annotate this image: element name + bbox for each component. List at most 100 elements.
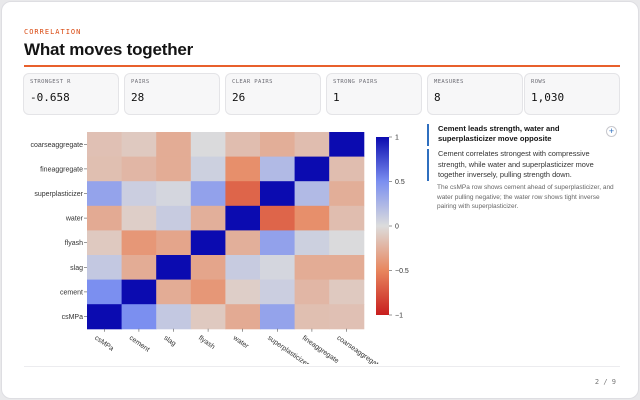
heatmap-cell [329,304,365,330]
heatmap-cell [294,181,330,207]
heatmap-cell [87,230,123,256]
x-tick-label: water [231,334,250,351]
heatmap-cell [225,230,261,256]
heatmap-cell [190,304,226,330]
heatmap-cell [156,230,192,256]
heatmap-cell [225,205,261,231]
heatmap-cell [121,230,157,256]
x-tick-label: cement [128,335,151,354]
heatmap-cell [329,279,365,305]
stat-value: 26 [232,91,246,104]
stat-label: CLEAR PAIRS [232,79,273,85]
heatmap-cell [87,304,123,330]
title-divider [24,65,620,67]
heatmap-cell [121,205,157,231]
y-tick-label: coarseaggregate [30,142,83,149]
stat-card-pairs: PAIRS 28 [124,73,220,115]
heatmap-cell [260,230,296,256]
y-tick-label: fineaggregate [40,166,83,173]
heatmap-cell [87,181,123,207]
heatmap-cell [225,156,261,182]
heatmap-cell [329,156,365,182]
footer-divider [24,366,620,367]
y-tick-label: superplasticizer [34,191,83,198]
heatmap-cell [260,255,296,281]
heatmap-cell [225,181,261,207]
heatmap-cell [294,255,330,281]
stat-card-strong-pairs: STRONG PAIRS 1 [326,73,422,115]
stat-card-measures: MEASURES 8 [427,73,523,115]
heatmap-cell [329,255,365,281]
stat-card-clear-pairs: CLEAR PAIRS 26 [225,73,321,115]
y-tick-label: flyash [65,240,83,247]
heatmap-cell [87,156,123,182]
heatmap-cell [156,132,192,158]
heatmap-cell [260,304,296,330]
insight-headline: Cement leads strength, water and superpl… [427,124,601,146]
heatmap-cell [121,279,157,305]
stat-card-strongest-r: STRONGEST R -0.658 [23,73,119,115]
heatmap-cell [156,205,192,231]
heatmap-cell [294,230,330,256]
heatmap-cell [225,132,261,158]
y-tick-label: csMPa [62,314,84,321]
heatmap-cell [294,205,330,231]
section-eyebrow: CORRELATION [24,28,82,36]
heatmap-cell [294,132,330,158]
heatmap-cell [260,181,296,207]
heatmap-cell [190,132,226,158]
stat-card-rows: ROWS 1,030 [524,73,620,115]
x-tick-label: flyash [197,335,216,351]
heatmap-cell [190,205,226,231]
insight-body: Cement correlates strongest with compres… [427,149,617,181]
y-tick-label: cement [60,289,83,296]
heatmap-cell [87,132,123,158]
heatmap-cell [156,181,192,207]
heatmap-cell [121,132,157,158]
heatmap-cell [294,156,330,182]
heatmap-cell [329,230,365,256]
page-title: What moves together [24,40,194,59]
heatmap-cell [260,279,296,305]
heatmap-cell [260,205,296,231]
colorbar-tick-label: 0 [395,224,399,231]
stat-value: 1,030 [531,91,565,104]
stat-value: 28 [131,91,145,104]
heatmap-cell [190,181,226,207]
heatmap-cell [294,279,330,305]
stat-value: 8 [434,91,441,104]
heatmap-cell [156,156,192,182]
heatmap-cell [260,156,296,182]
plus-icon[interactable]: + [606,126,617,137]
colorbar-tick-label: −1 [395,313,403,320]
x-tick-label: slag [162,335,177,348]
colorbar-tick-label: 0.5 [395,179,405,186]
heatmap-cell [121,181,157,207]
x-tick-label: coarseaggregate [335,335,382,364]
y-tick-label: slag [70,265,83,272]
correlation-heatmap: coarseaggregate fineaggregate superplastic… [30,132,409,364]
heatmap-cell [121,255,157,281]
stat-label: PAIRS [131,79,150,85]
heatmap-cell [225,304,261,330]
heatmap-cell [190,279,226,305]
heatmap-cell [156,279,192,305]
stat-value: -0.658 [30,91,70,104]
insight-note: The csMPa row shows cement ahead of supe… [437,184,614,210]
colorbar-tick-label: −0.5 [395,268,409,275]
heatmap-cell [225,255,261,281]
heatmap-cell [87,255,123,281]
heatmap-cell [190,230,226,256]
colorbar [376,137,389,315]
heatmap-cell [329,181,365,207]
heatmap-cell [329,205,365,231]
heatmap-cell [225,279,261,305]
heatmap-cell [87,205,123,231]
heatmap-cell [294,304,330,330]
page-indicator: 2 / 9 [594,378,616,386]
heatmap-cell [156,255,192,281]
heatmap-cell [121,304,157,330]
colorbar-tick-label: 1 [395,135,399,142]
x-tick-label: csMPa [93,335,115,353]
